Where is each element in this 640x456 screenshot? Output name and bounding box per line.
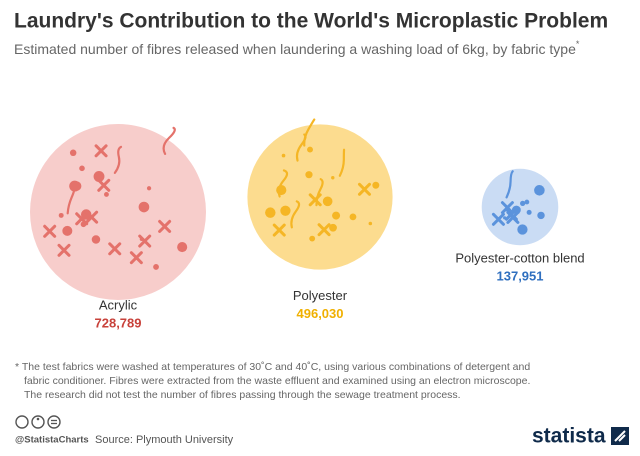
- fibre-dot: [69, 149, 77, 157]
- fibre-strand: [303, 118, 316, 147]
- fibre-cross: [317, 223, 331, 237]
- bubbles: Acrylic 728,789 Polyester 496,030 Polyester-…: [30, 118, 585, 330]
- chart-subtitle: Estimated number of fibres released when…: [14, 39, 580, 56]
- fibre-cross: [94, 144, 108, 158]
- fibre-dot: [537, 211, 545, 220]
- fibre-dot: [520, 200, 526, 207]
- fibre-cross: [272, 223, 286, 237]
- fibre-dot: [104, 191, 109, 197]
- fibre-dot: [329, 223, 337, 232]
- subtitle-mark: *: [576, 39, 580, 49]
- fibre-dot: [276, 184, 287, 196]
- source: Source: Plymouth University: [95, 434, 234, 446]
- fibre-dot: [91, 235, 101, 244]
- fibre-dot: [281, 153, 286, 158]
- fibre-cross: [158, 219, 172, 233]
- fibre-dot: [307, 146, 313, 153]
- fibre-dot: [322, 196, 333, 207]
- fibre-cross: [97, 178, 111, 192]
- fibre-dot: [146, 186, 152, 191]
- logo-icon-mark: [614, 430, 626, 442]
- fibre-cross: [500, 201, 514, 215]
- fibre-strand: [505, 170, 514, 199]
- fibre-cross: [357, 182, 371, 196]
- logo-text: statista: [532, 425, 606, 448]
- footnote-line: * The test fabrics were washed at temper…: [15, 361, 530, 373]
- fibre-dot: [153, 264, 159, 270]
- fibre-cross: [138, 234, 152, 248]
- credit: @StatistaCharts: [15, 435, 89, 446]
- fibre-strand: [113, 145, 123, 174]
- fibre-dot: [138, 201, 150, 213]
- fibre-dot: [93, 171, 105, 182]
- fibre-dot: [58, 212, 64, 218]
- fibre-dot: [62, 225, 73, 236]
- fibre-dot: [349, 213, 357, 221]
- fibre-strand: [162, 126, 176, 155]
- fibre-cross: [85, 210, 99, 224]
- fibre-dot: [332, 211, 341, 220]
- fibre-dot: [305, 171, 313, 179]
- category-label: Acrylic: [99, 297, 138, 312]
- value-label: 728,789: [95, 315, 142, 330]
- by-icon-dot: [36, 417, 40, 421]
- fibre-dot: [517, 224, 528, 235]
- fibre-dot: [69, 180, 81, 192]
- footnote: * The test fabrics were washed at temper…: [15, 361, 530, 401]
- subtitle-text: Estimated number of fibres released when…: [14, 41, 576, 57]
- category-label: Polyester-cotton blend: [455, 251, 584, 266]
- fibre-cross: [75, 212, 89, 226]
- fibre-dot: [265, 207, 276, 218]
- fibre-cross: [57, 243, 71, 257]
- fibre-dot: [331, 176, 335, 180]
- value-label: 137,951: [497, 269, 544, 284]
- fibre-cross: [43, 224, 57, 238]
- fibre-dot: [79, 165, 85, 172]
- bubble: [30, 124, 206, 300]
- fibre-cross: [506, 210, 520, 224]
- footnote-line: The research did not test the number of …: [24, 389, 461, 401]
- value-label: 496,030: [297, 306, 344, 321]
- nd-icon: [47, 415, 61, 429]
- fibre-dot: [368, 221, 373, 226]
- fibre-dot: [534, 185, 545, 196]
- fibre-strand: [315, 178, 324, 207]
- fibre-dot: [280, 205, 291, 216]
- fibre-dot: [372, 181, 380, 189]
- fibre-cross: [129, 251, 143, 265]
- chart-title: Laundry's Contribution to the World's Mi…: [14, 10, 608, 33]
- category-label: Polyester: [293, 288, 348, 303]
- license-icons: [15, 415, 61, 429]
- fibre-dot: [503, 216, 507, 220]
- cc-icon: [15, 415, 29, 429]
- fibre-cross: [108, 242, 122, 256]
- fibre-dot: [309, 235, 316, 242]
- fibre-dot: [526, 209, 532, 215]
- fibre-strand: [277, 169, 289, 198]
- footnote-line: fabric conditioner. Fibres were extracte…: [24, 375, 530, 387]
- fibre-strand: [290, 200, 301, 229]
- fibre-cross: [491, 212, 505, 226]
- fibre-dot: [177, 242, 188, 253]
- fibre-strand: [338, 148, 346, 177]
- fibre-dot: [524, 199, 530, 205]
- by-icon: [31, 415, 45, 429]
